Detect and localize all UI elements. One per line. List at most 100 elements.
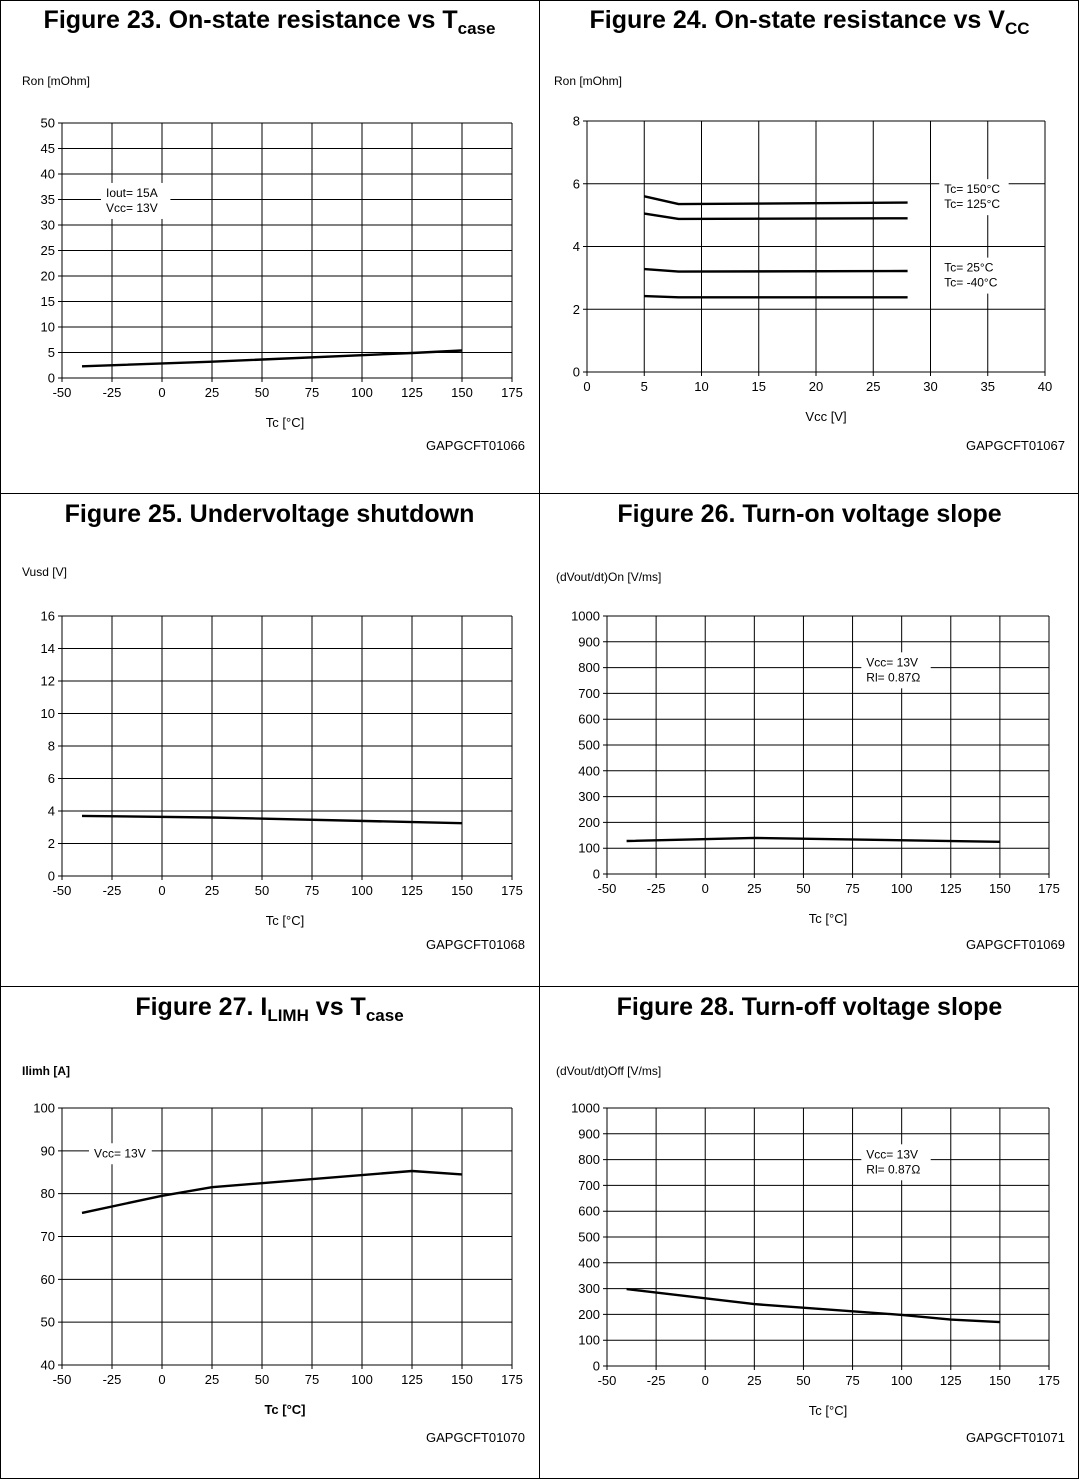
x-tick-label: 50 [796,1373,810,1388]
x-axis-label: Tc [°C] [266,913,304,928]
y-tick-label: 60 [41,1272,55,1287]
x-tick-label: 125 [940,1373,962,1388]
figure-code: GAPGCFT01068 [426,937,525,952]
y-tick-label: 400 [578,1255,600,1270]
y-tick-label: 2 [573,302,580,317]
x-tick-label: -25 [103,1372,122,1387]
x-tick-label: 0 [158,1372,165,1387]
y-axis-label: Vusd [V] [22,565,67,579]
figure-27-chart: Ilimh [A] 40 50 60 70 80 90 100 -50 -25 0 25 50 75 100… [22,1064,525,1445]
series-line [626,1287,1000,1324]
y-tick-label: 20 [41,269,55,284]
x-tick-label: 75 [845,1373,859,1388]
annotation-text: Tc= 25°C [944,261,993,275]
y-axis-label: Ron [mOhm] [554,74,622,88]
x-tick-label: -25 [103,385,122,400]
x-tick-label: 100 [891,881,913,896]
x-tick-label: 35 [981,379,995,394]
annotation-text: Vcc= 13V [866,1147,918,1161]
y-tick-label: 14 [41,641,55,656]
figure-28-chart: (dVout/dt)Off [V/ms]01002003004005006007… [556,1064,1065,1445]
x-tick-label: -50 [53,385,72,400]
figure-24-cell: Figure 24. On-state resistance vs VCC Ro… [540,0,1079,493]
y-tick-label: 4 [48,804,55,819]
figure-23-cell: Figure 23. On-state resistance vs Tcase … [0,0,539,493]
x-tick-label: 150 [989,1373,1011,1388]
x-tick-label: 0 [702,1373,709,1388]
x-tick-label: 150 [451,883,473,898]
y-tick-label: 500 [578,1230,600,1245]
x-tick-label: 150 [451,1372,473,1387]
annotation-text: Tc= -40°C [944,276,997,290]
y-tick-label: 8 [573,114,580,129]
annotation-text: Vcc= 13V [106,201,158,215]
x-tick-label: 0 [702,881,709,896]
figure-25-title: Figure 25. Undervoltage shutdown [64,500,475,528]
figure-24-title: Figure 24. On-state resistance vs VCC [589,6,1030,38]
y-tick-label: 10 [41,706,55,721]
x-tick-label: 20 [809,379,823,394]
y-tick-label: 900 [578,1126,600,1141]
x-tick-label: 50 [255,883,269,898]
figure-27-cell: Figure 27. ILIMH vs Tcase Ilimh [A] 40 50 6… [0,987,539,1480]
y-tick-label: 0 [48,371,55,386]
y-tick-label: 4 [573,239,580,254]
y-tick-label: 45 [41,141,55,156]
y-tick-label: 40 [41,167,55,182]
annotation-box [101,182,171,219]
x-tick-label: 25 [205,385,219,400]
x-tick-label: 50 [255,385,269,400]
x-axis-label: Vcc [V] [805,409,846,424]
y-tick-label: 5 [48,345,55,360]
x-tick-label: 175 [501,385,523,400]
y-tick-label: 50 [41,1315,55,1330]
figure-26-chart: (dVout/dt)On [V/ms]010020030040050060070… [556,570,1065,952]
figure-code: GAPGCFT01071 [966,1430,1065,1445]
x-tick-label: -50 [598,1373,617,1388]
annotation-box [861,652,931,689]
y-tick-label: 300 [578,789,600,804]
annotation-box [939,179,1009,216]
x-tick-label: 100 [351,385,373,400]
y-axis-label: (dVout/dt)Off [V/ms] [556,1064,661,1078]
y-tick-label: 70 [41,1229,55,1244]
annotation-text: Vcc= 13V [94,1146,146,1160]
series-line [644,195,908,206]
y-tick-label: 25 [41,243,55,258]
y-tick-label: 0 [48,869,55,884]
y-tick-label: 90 [41,1143,55,1158]
series-line [644,294,908,299]
series-line [626,836,1000,843]
x-tick-label: 15 [752,379,766,394]
x-tick-label: 25 [747,1373,761,1388]
y-tick-label: 0 [593,1359,600,1374]
y-tick-label: 200 [578,1307,600,1322]
x-tick-label: 25 [747,881,761,896]
x-tick-label: 0 [158,883,165,898]
y-tick-label: 15 [41,294,55,309]
figure-code: GAPGCFT01069 [966,937,1065,952]
y-tick-label: 800 [578,1152,600,1167]
x-tick-label: 50 [255,1372,269,1387]
annotation-box [861,1144,931,1181]
y-tick-label: 16 [41,609,55,624]
x-tick-label: 0 [158,385,165,400]
x-tick-label: 175 [501,883,523,898]
figure-code: GAPGCFT01066 [426,438,525,453]
y-axis-label: Ilimh [A] [22,1064,70,1078]
annotation-text: Iout= 15A [106,186,158,200]
x-tick-label: -50 [53,1372,72,1387]
x-tick-label: -25 [647,881,666,896]
y-tick-label: 600 [578,1204,600,1219]
row-divider-1 [0,493,1079,494]
figure-26-cell: Figure 26. Turn-on voltage slope (dVout/… [540,494,1079,987]
y-tick-label: 50 [41,116,55,131]
y-tick-label: 200 [578,815,600,830]
y-tick-label: 0 [593,867,600,882]
x-axis-label: Tc [°C] [809,1403,847,1418]
y-tick-label: 1000 [571,1101,600,1116]
x-tick-label: 75 [305,883,319,898]
x-tick-label: 100 [891,1373,913,1388]
y-tick-label: 35 [41,192,55,207]
